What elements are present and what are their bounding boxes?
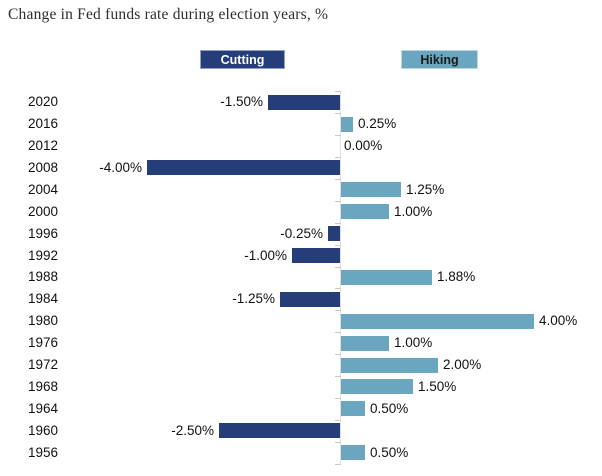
axis-tick bbox=[335, 244, 341, 246]
bar-hiking bbox=[341, 379, 413, 395]
value-label: -0.25% bbox=[280, 225, 323, 241]
bar-hiking bbox=[341, 182, 401, 198]
year-label: 2012 bbox=[27, 138, 58, 154]
axis-tick bbox=[335, 222, 341, 224]
year-label: 1988 bbox=[27, 269, 58, 285]
year-label: 1972 bbox=[27, 357, 58, 373]
year-label: 1968 bbox=[27, 378, 58, 394]
axis-tick bbox=[335, 200, 341, 202]
year-label: 1992 bbox=[27, 247, 58, 263]
axis-tick bbox=[335, 397, 341, 399]
zero-axis-line bbox=[340, 91, 341, 464]
legend-hiking: Hiking bbox=[401, 50, 478, 69]
value-label: 0.25% bbox=[358, 116, 397, 132]
axis-tick bbox=[335, 463, 341, 465]
axis-tick bbox=[335, 178, 341, 180]
value-label: 0.50% bbox=[370, 444, 409, 460]
bar-cutting bbox=[147, 160, 340, 176]
year-label: 2000 bbox=[27, 203, 58, 219]
bar-cutting bbox=[292, 248, 340, 264]
axis-tick bbox=[335, 157, 341, 158]
axis-tick bbox=[335, 91, 341, 93]
value-label: 1.88% bbox=[437, 269, 476, 285]
value-label: 4.00% bbox=[539, 313, 578, 329]
axis-tick bbox=[335, 441, 341, 443]
axis-tick bbox=[335, 376, 341, 377]
bar-cutting bbox=[280, 291, 340, 307]
axis-tick bbox=[335, 354, 341, 356]
value-label: 0.50% bbox=[370, 400, 409, 416]
year-label: 1980 bbox=[27, 313, 58, 329]
year-label: 1996 bbox=[27, 225, 58, 241]
year-label: 2016 bbox=[27, 116, 58, 132]
year-label: 1956 bbox=[27, 444, 58, 460]
axis-tick bbox=[335, 332, 341, 334]
value-label: -2.50% bbox=[171, 422, 214, 438]
axis-tick bbox=[335, 266, 341, 268]
year-label: 2004 bbox=[27, 181, 58, 197]
legend-cutting: Cutting bbox=[200, 50, 285, 69]
bar-cutting bbox=[219, 423, 340, 439]
value-label: 1.50% bbox=[418, 378, 457, 394]
axis-tick bbox=[335, 419, 341, 421]
bar-hiking bbox=[341, 204, 389, 220]
value-label: 0.00% bbox=[344, 138, 383, 154]
year-label: 2008 bbox=[27, 159, 58, 175]
axis-tick bbox=[335, 135, 341, 137]
year-label: 1964 bbox=[27, 400, 58, 416]
value-label: 1.25% bbox=[406, 181, 445, 197]
value-label: 1.00% bbox=[394, 203, 433, 219]
axis-tick bbox=[335, 113, 341, 115]
year-label: 1976 bbox=[27, 335, 58, 351]
bar-cutting bbox=[328, 226, 340, 242]
bar-hiking bbox=[341, 357, 438, 373]
value-label: -1.50% bbox=[220, 94, 263, 110]
chart-title: Change in Fed funds rate during election… bbox=[8, 6, 329, 23]
bar-hiking bbox=[341, 445, 365, 461]
value-label: -4.00% bbox=[99, 159, 142, 175]
year-label: 1984 bbox=[27, 291, 58, 307]
axis-tick bbox=[335, 310, 341, 312]
axis-tick bbox=[335, 288, 341, 290]
value-label: 1.00% bbox=[394, 335, 433, 351]
bar-hiking bbox=[341, 313, 534, 329]
year-label: 2020 bbox=[27, 94, 58, 110]
value-label: 2.00% bbox=[443, 357, 482, 373]
bar-cutting bbox=[268, 94, 340, 110]
value-label: -1.00% bbox=[244, 247, 287, 263]
bar-hiking bbox=[341, 335, 389, 351]
year-label: 1960 bbox=[27, 422, 58, 438]
bar-hiking bbox=[341, 401, 365, 417]
bar-hiking bbox=[341, 116, 353, 132]
value-label: -1.25% bbox=[232, 291, 275, 307]
bar-hiking bbox=[341, 269, 432, 285]
